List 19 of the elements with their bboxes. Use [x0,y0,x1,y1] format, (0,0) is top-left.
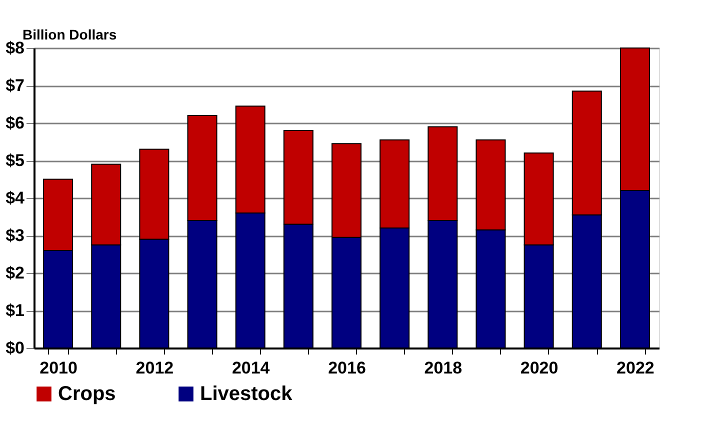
legend-label: Livestock [200,383,294,405]
y-tick-label: $3 [6,226,24,245]
y-tick-label: $6 [6,114,24,132]
x-tick-label: 2010 [40,358,78,378]
y-tick-label: $4 [6,188,26,208]
y-axis-title: Billion Dollars [22,26,117,42]
y-tick-label: $8 [6,38,24,58]
x-tick-label: 2022 [616,358,654,378]
y-tick-label: $1 [6,301,24,320]
x-tick-label: 2020 [520,358,558,378]
y-tick-label: $7 [6,76,24,95]
legend-label: Crops [58,383,116,405]
y-tick-label: $5 [6,151,24,170]
x-tick-label: 2018 [424,358,462,378]
y-tick-label: $2 [6,264,24,282]
x-tick-label: 2012 [136,358,174,378]
y-tick-label: $0 [6,338,24,358]
x-tick-label: 2014 [232,358,270,378]
x-tick-label: 2016 [328,358,366,378]
